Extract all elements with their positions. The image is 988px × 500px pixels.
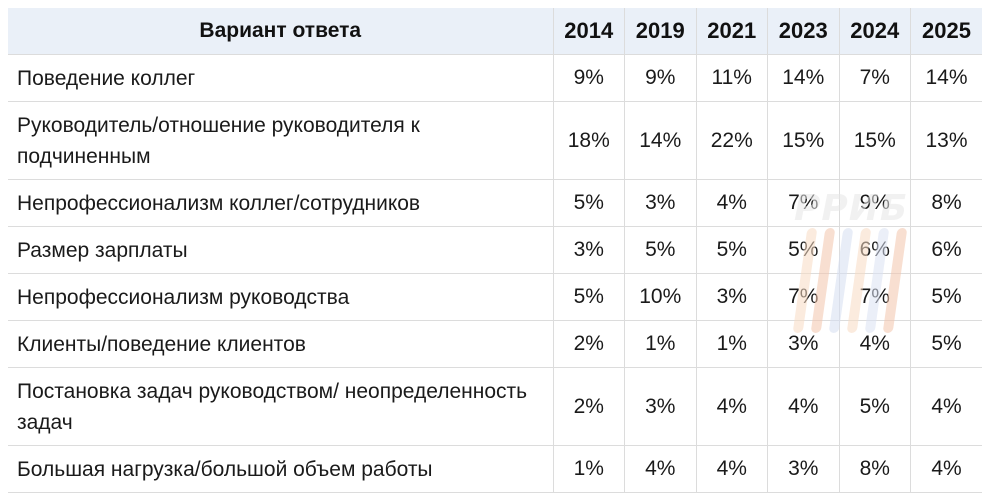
value-cell: 4%	[910, 445, 982, 493]
value-cell: 7%	[839, 273, 911, 321]
value-cell: 2%	[553, 367, 625, 446]
value-cell: 7%	[767, 179, 840, 227]
value-cell: 3%	[624, 367, 697, 446]
value-cell: 3%	[767, 320, 840, 368]
value-cell: 5%	[553, 273, 625, 321]
value-cell: 9%	[839, 179, 911, 227]
header-year: 2014	[553, 8, 625, 55]
survey-table: Вариант ответа 2014 2019 2021 2023 2024 …	[8, 8, 982, 493]
value-cell: 2%	[553, 320, 625, 368]
value-cell: 5%	[910, 320, 982, 368]
table-body: Поведение коллег 9% 9% 11% 14% 7% 14% Руководит…	[8, 54, 982, 493]
table-row: Непрофессионализм руководства 5% 10% 3% 7% 7%…	[8, 273, 982, 321]
header-answer: Вариант ответа	[8, 8, 554, 55]
table-header-row: Вариант ответа 2014 2019 2021 2023 2024 …	[8, 8, 982, 55]
value-cell: 11%	[696, 54, 768, 102]
value-cell: 1%	[696, 320, 768, 368]
value-cell: 8%	[839, 445, 911, 493]
value-cell: 10%	[624, 273, 697, 321]
value-cell: 6%	[839, 226, 911, 274]
answer-cell: Большая нагрузка/большой объем работы	[8, 445, 554, 493]
value-cell: 6%	[910, 226, 982, 274]
answer-cell: Непрофессионализм коллег/сотрудников	[8, 179, 554, 227]
value-cell: 4%	[624, 445, 697, 493]
table-row: Непрофессионализм коллег/сотрудников 5% 3%…	[8, 179, 982, 227]
answer-cell: Постановка задач руководством/ неопредел…	[8, 367, 554, 446]
header-year: 2019	[624, 8, 697, 55]
table-row: Размер зарплаты 3% 5% 5% 5% 6% 6%	[8, 226, 982, 274]
value-cell: 4%	[696, 445, 768, 493]
value-cell: 18%	[553, 101, 625, 180]
table-row: Большая нагрузка/большой объем работы 1% 4…	[8, 445, 982, 493]
value-cell: 15%	[839, 101, 911, 180]
value-cell: 4%	[696, 179, 768, 227]
header-year: 2023	[767, 8, 840, 55]
answer-cell: Руководитель/отношение руководителя к по…	[8, 101, 554, 180]
value-cell: 1%	[553, 445, 625, 493]
value-cell: 9%	[624, 54, 697, 102]
value-cell: 8%	[910, 179, 982, 227]
value-cell: 5%	[553, 179, 625, 227]
value-cell: 5%	[624, 226, 697, 274]
header-year: 2021	[696, 8, 768, 55]
value-cell: 4%	[910, 367, 982, 446]
answer-cell: Клиенты/поведение клиентов	[8, 320, 554, 368]
value-cell: 5%	[910, 273, 982, 321]
value-cell: 5%	[839, 367, 911, 446]
value-cell: 4%	[696, 367, 768, 446]
value-cell: 3%	[767, 445, 840, 493]
value-cell: 9%	[553, 54, 625, 102]
value-cell: 4%	[767, 367, 840, 446]
table-row: Поведение коллег 9% 9% 11% 14% 7% 14%	[8, 54, 982, 102]
value-cell: 3%	[553, 226, 625, 274]
value-cell: 7%	[839, 54, 911, 102]
value-cell: 22%	[696, 101, 768, 180]
answer-cell: Поведение коллег	[8, 54, 554, 102]
answer-cell: Непрофессионализм руководства	[8, 273, 554, 321]
value-cell: 15%	[767, 101, 840, 180]
table-row: Руководитель/отношение руководителя к по…	[8, 101, 982, 180]
value-cell: 14%	[910, 54, 982, 102]
value-cell: 5%	[767, 226, 840, 274]
table-row: Клиенты/поведение клиентов 2% 1% 1% 3% 4% 5%	[8, 320, 982, 368]
value-cell: 3%	[696, 273, 768, 321]
value-cell: 3%	[624, 179, 697, 227]
header-year: 2025	[910, 8, 982, 55]
value-cell: 13%	[910, 101, 982, 180]
value-cell: 14%	[767, 54, 840, 102]
value-cell: 5%	[696, 226, 768, 274]
value-cell: 7%	[767, 273, 840, 321]
header-year: 2024	[839, 8, 911, 55]
value-cell: 4%	[839, 320, 911, 368]
table-row: Постановка задач руководством/ неопредел…	[8, 367, 982, 446]
value-cell: 1%	[624, 320, 697, 368]
value-cell: 14%	[624, 101, 697, 180]
answer-cell: Размер зарплаты	[8, 226, 554, 274]
